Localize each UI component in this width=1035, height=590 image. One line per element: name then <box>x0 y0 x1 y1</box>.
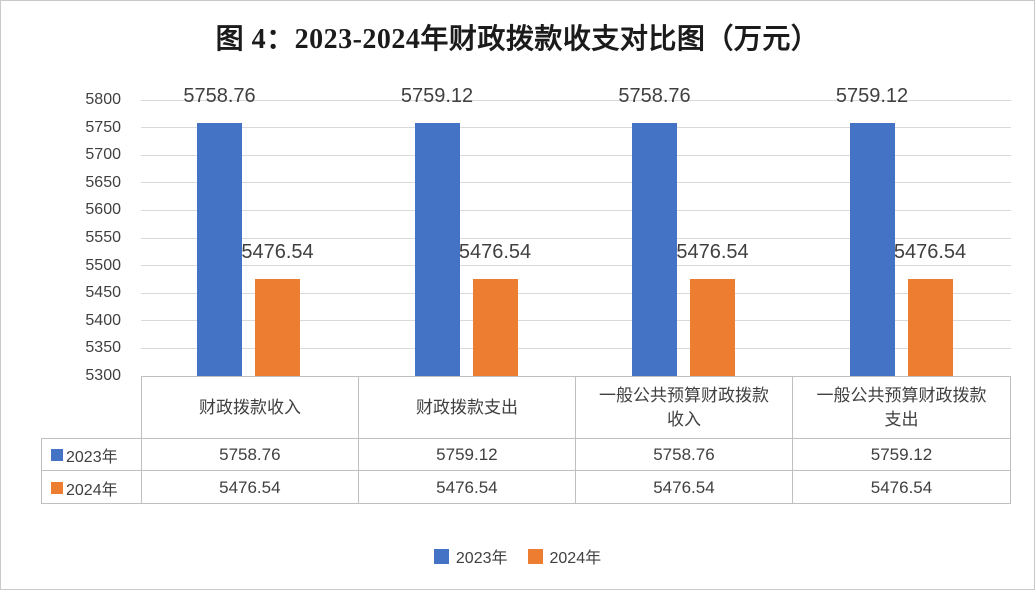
y-axis-tick-label: 5500 <box>85 256 121 274</box>
table-value-cell-s1-c3: 5476.54 <box>870 477 933 497</box>
bar-value-label-s1-c1: 5476.54 <box>458 240 532 263</box>
legend-item-label: 2024年 <box>549 550 602 567</box>
y-axis-tick-label: 5700 <box>85 146 121 164</box>
table-row-label: 2023年 <box>42 439 142 470</box>
bar-s1-c3 <box>907 278 953 376</box>
y-axis-tick-label: 5300 <box>85 367 121 384</box>
legend: 2023年 2024年 <box>1 544 1034 568</box>
table-value-cell-s1-c2: 5476.54 <box>576 471 793 504</box>
y-axis-tick-label: 5350 <box>85 339 121 357</box>
gridline <box>141 347 1011 349</box>
bar-value-label-s0-c2: 5758.76 <box>618 84 691 107</box>
gridline <box>141 320 1011 322</box>
gridline <box>141 154 1011 156</box>
y-axis-tick-label: 5550 <box>85 229 121 246</box>
table-header-cell-0: 财政拨款收入 <box>142 377 359 438</box>
gridline <box>141 127 1011 129</box>
table-header-cell-3: 一般公共预算财政拨款支出 <box>816 385 987 429</box>
y-axis-tick-label: 5400 <box>85 311 121 329</box>
bar-value-label-s1-c0: 5476.54 <box>241 240 314 263</box>
table-row-2023年: 2023年 5758.76 5759.12 5758.76 5759.12 <box>42 439 1010 471</box>
legend-item-2023年: 2023年 <box>433 544 508 568</box>
y-axis-tick-label: 5750 <box>85 118 121 136</box>
y-axis-tick-label: 5800 <box>85 91 121 108</box>
table-row-2024年: 2024年 5476.54 5476.54 5476.54 5476.54 <box>42 471 1010 504</box>
table-value-cell-s0-c3: 5759.12 <box>870 444 933 464</box>
y-axis-tick-label: 5650 <box>85 173 121 191</box>
bar-value-label-s0-c1: 5759.12 <box>400 84 474 107</box>
series-name-label: 2024年 <box>66 481 118 499</box>
table-row-label: 2024年 <box>42 471 142 504</box>
series-swatch-icon <box>51 481 63 494</box>
table-value-cell-s0-c1: 5759.12 <box>359 439 576 470</box>
bar-s1-c2 <box>690 278 735 376</box>
bar-value-label-s1-c3: 5476.54 <box>893 240 967 263</box>
bar-s0-c0 <box>197 122 242 376</box>
bar-s0-c3 <box>849 122 895 376</box>
y-axis-tick-label: 5600 <box>85 201 121 219</box>
legend-swatch-icon <box>433 548 449 564</box>
bar-value-label-s0-c0: 5758.76 <box>183 84 256 107</box>
legend-item-label: 2023年 <box>455 550 508 567</box>
gridline <box>141 265 1011 267</box>
table-value-cell-s1-c1: 5476.54 <box>359 471 576 504</box>
legend-item-2024年: 2024年 <box>527 544 602 568</box>
table-value-cell-s1-c0: 5476.54 <box>142 471 359 504</box>
gridline <box>141 292 1011 294</box>
table-header-cell-1: 财政拨款支出 <box>359 377 576 438</box>
gridline <box>141 182 1011 184</box>
bar-s0-c1 <box>414 122 460 376</box>
chart-title: 图 4：2023-2024年财政拨款收支对比图（万元） <box>215 24 820 55</box>
table-header-row: 财政拨款收入 财政拨款支出 一般公共预算财政拨款收入 一般公共预算财政拨款支出 <box>141 376 1011 438</box>
table-header-cell-2: 一般公共预算财政拨款收入 <box>576 377 793 438</box>
series-swatch-icon <box>51 448 63 461</box>
gridline <box>141 99 1011 101</box>
gridline <box>141 237 1011 239</box>
y-axis-tick-label: 5450 <box>85 284 121 302</box>
table-value-cell-s0-c0: 5758.76 <box>142 439 359 470</box>
bar-value-label-s1-c2: 5476.54 <box>676 240 749 263</box>
legend-swatch-icon <box>527 548 543 564</box>
bar-s1-c1 <box>472 278 518 376</box>
bar-value-label-s0-c3: 5759.12 <box>835 84 909 107</box>
series-name-label: 2023年 <box>66 448 118 466</box>
bar-s0-c2 <box>632 122 677 376</box>
gridline <box>141 209 1011 211</box>
table-value-cell-s0-c2: 5758.76 <box>576 439 793 470</box>
bar-s1-c0 <box>255 278 300 376</box>
table-body: 2023年 5758.76 5759.12 5758.76 5759.12 2024年 54… <box>41 438 1011 504</box>
